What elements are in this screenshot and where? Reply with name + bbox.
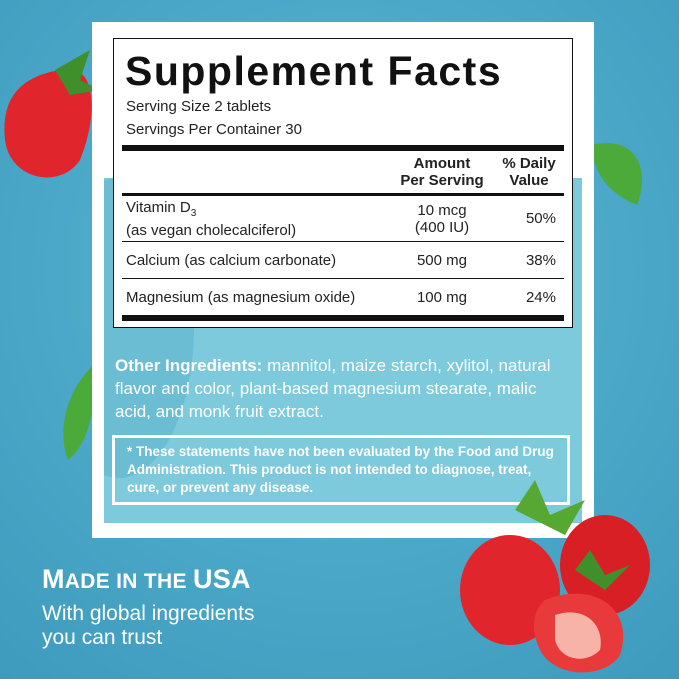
subtitle-line: With global ingredients xyxy=(42,602,255,625)
header-dv: % Daily xyxy=(502,155,556,172)
nutrient-name: Vitamin D xyxy=(126,198,191,216)
amount: 500 mg xyxy=(416,251,468,269)
daily-value: 38% xyxy=(525,251,556,269)
nutrient-name: Calcium (as calcium carbonate) xyxy=(126,251,337,269)
daily-value: 24% xyxy=(525,288,556,306)
other-ingredients-text: mannitol, maize starch, xylitol, natural… xyxy=(115,356,551,421)
made-in-usa-subtitle: With global ingredients you can trust xyxy=(42,602,254,650)
header-amount-2: Per Serving xyxy=(400,172,484,189)
nutrient-name: Magnesium (as magnesium oxide) xyxy=(126,288,356,306)
servings-per-container: Servings Per Container 30 xyxy=(126,121,302,138)
serving-size: Serving Size 2 tablets xyxy=(126,98,272,115)
table-header: Amount Per Serving % Daily Value xyxy=(122,151,564,193)
leaf-left-image xyxy=(63,365,95,460)
table-row: Vitamin D3 (as vegan cholecalciferol) 10 … xyxy=(122,196,564,242)
daily-value: 50% xyxy=(525,210,556,227)
amount-iu: (400 IU) xyxy=(414,218,470,236)
nutrient-source: (as vegan cholecalciferol) xyxy=(126,221,297,239)
leaf-right-image xyxy=(592,143,642,205)
header-amount: Amount xyxy=(413,155,471,172)
supplement-facts-table: Supplement Facts Serving Size 2 tablets … xyxy=(113,38,573,328)
amount: 100 mg xyxy=(416,288,468,306)
header-dv-2: Value xyxy=(509,172,549,189)
strawberry-left-image xyxy=(4,50,100,178)
strawberries-image xyxy=(460,480,650,673)
facts-title: Supplement Facts xyxy=(125,48,503,94)
heading-part: M xyxy=(42,564,65,594)
heading-part: USA xyxy=(192,564,251,594)
amount: 10 mcg xyxy=(417,201,467,219)
made-in-usa-heading: MADE IN THE USA xyxy=(42,564,251,595)
other-ingredients: Other Ingredients: mannitol, maize starc… xyxy=(115,354,575,423)
table-row: Magnesium (as magnesium oxide) 100 mg 24… xyxy=(122,279,564,315)
table-row: Calcium (as calcium carbonate) 500 mg 38… xyxy=(122,242,564,279)
nutrient-subscript: 3 xyxy=(190,207,197,219)
heading-part: ADE IN THE xyxy=(64,570,193,593)
other-ingredients-label: Other Ingredients: xyxy=(115,356,263,375)
fda-disclaimer: * These statements have not been evaluat… xyxy=(112,435,570,505)
subtitle-line: you can trust xyxy=(42,626,163,649)
